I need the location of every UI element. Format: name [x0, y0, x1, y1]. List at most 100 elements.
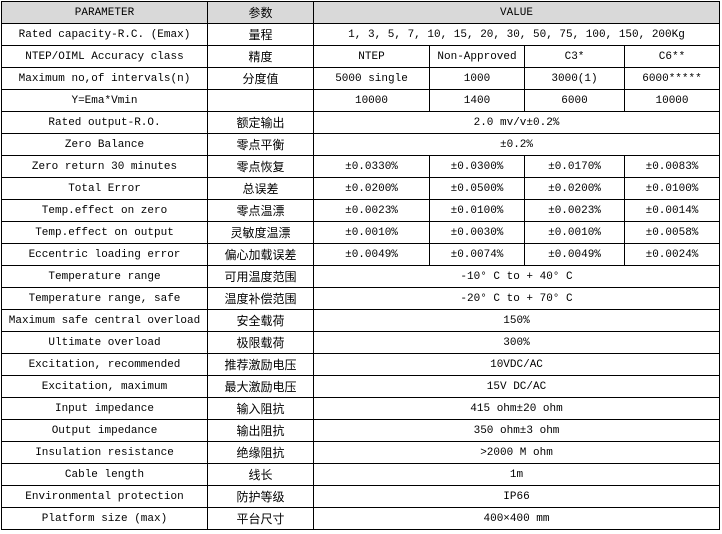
table-row: Temperature range, safe 温度补偿范围 -20° C to +…	[1, 287, 721, 310]
parameter-cell: Ultimate overload	[1, 331, 208, 354]
value-cell: 1, 3, 5, 7, 10, 15, 20, 30, 50, 75, 100,…	[312, 23, 721, 46]
value-cell: ±0.0074%	[429, 243, 525, 266]
parameter-cell: Excitation, recommended	[1, 353, 208, 376]
header-cell: VALUE	[312, 1, 721, 24]
table-row: Zero return 30 minutes 零点恢复 ±0.0330% ±0.030…	[1, 155, 721, 178]
parameter-cell: Zero Balance	[1, 133, 208, 156]
parameter-zh-cell: 零点平衡	[207, 133, 314, 156]
value-cell: 2.0 mv/v±0.2%	[312, 111, 721, 134]
value-cell: 1000	[429, 67, 525, 90]
value-cell: ±0.0030%	[429, 221, 525, 244]
parameter-zh-cell: 输出阻抗	[207, 419, 314, 442]
parameter-zh-cell: 可用温度范围	[207, 265, 314, 288]
table-row: Insulation resistance 绝缘阻抗 >2000 M ohm	[1, 441, 721, 464]
parameter-cell: Environmental protection	[1, 485, 208, 508]
table-row: Excitation, maximum 最大激励电压 15V DC/AC	[1, 375, 721, 398]
value-cell: ±0.0024%	[623, 243, 721, 266]
parameter-cell: Maximum safe central overload	[1, 309, 208, 332]
value-cell: 10VDC/AC	[312, 353, 721, 376]
parameter-zh-cell: 偏心加载误差	[207, 243, 314, 266]
parameter-zh-cell: 最大激励电压	[207, 375, 314, 398]
value-cell: 15V DC/AC	[312, 375, 721, 398]
table-row: Cable length 线长 1m	[1, 463, 721, 486]
value-cell: ±0.0010%	[524, 221, 625, 244]
header-row: PARAMETER 参数 VALUE	[1, 1, 721, 24]
parameter-cell: Temp.effect on output	[1, 221, 208, 244]
parameter-cell: Total Error	[1, 177, 208, 200]
parameter-cell: Y=Ema*Vmin	[1, 89, 208, 112]
parameter-cell: Maximum no,of intervals(n)	[1, 67, 208, 90]
parameter-cell: Rated capacity-R.C. (Emax)	[1, 23, 208, 46]
parameter-zh-cell: 量程	[207, 23, 314, 46]
value-cell: 150%	[312, 309, 721, 332]
value-cell: 1400	[429, 89, 525, 112]
value-cell: 415 ohm±20 ohm	[312, 397, 721, 420]
value-cell: ±0.0049%	[524, 243, 625, 266]
parameter-zh-cell: 安全载荷	[207, 309, 314, 332]
value-cell: NTEP	[313, 45, 430, 68]
header-cell: 参数	[207, 1, 314, 24]
table-row: Ultimate overload 极限载荷 300%	[1, 331, 721, 354]
value-cell: ±0.0330%	[313, 155, 430, 178]
parameter-cell: Temp.effect on zero	[1, 199, 208, 222]
table-row: Temp.effect on output 灵敏度温漂 ±0.0010% ±0.003…	[1, 221, 721, 244]
parameter-zh-cell: 推荐激励电压	[207, 353, 314, 376]
value-cell: ±0.2%	[312, 133, 721, 156]
value-cell: C3*	[524, 45, 625, 68]
parameter-cell: Temperature range	[1, 265, 208, 288]
parameter-zh-cell: 防护等级	[207, 485, 314, 508]
table-row: Temp.effect on zero 零点温漂 ±0.0023% ±0.0100% ±…	[1, 199, 721, 222]
value-cell: ±0.0023%	[313, 199, 430, 222]
value-cell: ±0.0083%	[623, 155, 721, 178]
value-cell: 5000 single	[313, 67, 430, 90]
value-cell: 6000	[524, 89, 625, 112]
value-cell: ±0.0014%	[623, 199, 721, 222]
parameter-zh-cell: 极限载荷	[207, 331, 314, 354]
parameter-cell: Cable length	[1, 463, 208, 486]
table-row: Eccentric loading error 偏心加载误差 ±0.0049% ±0.…	[1, 243, 721, 266]
value-cell: 10000	[313, 89, 430, 112]
table-row: Zero Balance 零点平衡 ±0.2%	[1, 133, 721, 156]
value-cell: -20° C to + 70° C	[312, 287, 721, 310]
parameter-cell: Zero return 30 minutes	[1, 155, 208, 178]
table-row: Platform size (max) 平台尺寸 400×400 mm	[1, 507, 721, 530]
value-cell: ±0.0100%	[429, 199, 525, 222]
parameter-zh-cell: 灵敏度温漂	[207, 221, 314, 244]
parameter-zh-cell: 精度	[207, 45, 314, 68]
parameter-zh-cell: 额定输出	[207, 111, 314, 134]
value-cell: 6000*****	[623, 67, 721, 90]
value-cell: -10° C to + 40° C	[312, 265, 721, 288]
table-row: Temperature range 可用温度范围 -10° C to + 40° C	[1, 265, 721, 288]
value-cell: ±0.0023%	[524, 199, 625, 222]
table-row: Total Error 总误差 ±0.0200% ±0.0500% ±0.0200% ±0…	[1, 177, 721, 200]
table-row: NTEP/OIML Accuracy class 精度 NTEP Non-Approv…	[1, 45, 721, 68]
table-row: Excitation, recommended 推荐激励电压 10VDC/AC	[1, 353, 721, 376]
value-cell: ±0.0200%	[524, 177, 625, 200]
value-cell: 300%	[312, 331, 721, 354]
value-cell: IP66	[312, 485, 721, 508]
table-row: Maximum safe central overload 安全载荷 150%	[1, 309, 721, 332]
table-row: Rated capacity-R.C. (Emax) 量程 1, 3, 5, 7, …	[1, 23, 721, 46]
table-row: Input impedance 输入阻抗 415 ohm±20 ohm	[1, 397, 721, 420]
parameter-cell: Platform size (max)	[1, 507, 208, 530]
parameter-cell: Rated output-R.O.	[1, 111, 208, 134]
value-cell: ±0.0500%	[429, 177, 525, 200]
table-row: Maximum no,of intervals(n) 分度值 5000 single…	[1, 67, 721, 90]
table-row: Y=Ema*Vmin 10000 1400 6000 10000	[1, 89, 721, 112]
parameter-zh-cell: 线长	[207, 463, 314, 486]
parameter-cell: Output impedance	[1, 419, 208, 442]
value-cell: ±0.0200%	[313, 177, 430, 200]
parameter-cell: Eccentric loading error	[1, 243, 208, 266]
value-cell: ±0.0049%	[313, 243, 430, 266]
parameter-zh-cell: 温度补偿范围	[207, 287, 314, 310]
value-cell: ±0.0010%	[313, 221, 430, 244]
value-cell: C6**	[623, 45, 721, 68]
parameter-cell: Temperature range, safe	[1, 287, 208, 310]
parameter-zh-cell: 绝缘阻抗	[207, 441, 314, 464]
parameter-zh-cell: 输入阻抗	[207, 397, 314, 420]
table-row: Environmental protection 防护等级 IP66	[1, 485, 721, 508]
value-cell: 1m	[312, 463, 721, 486]
value-cell: ±0.0170%	[524, 155, 625, 178]
